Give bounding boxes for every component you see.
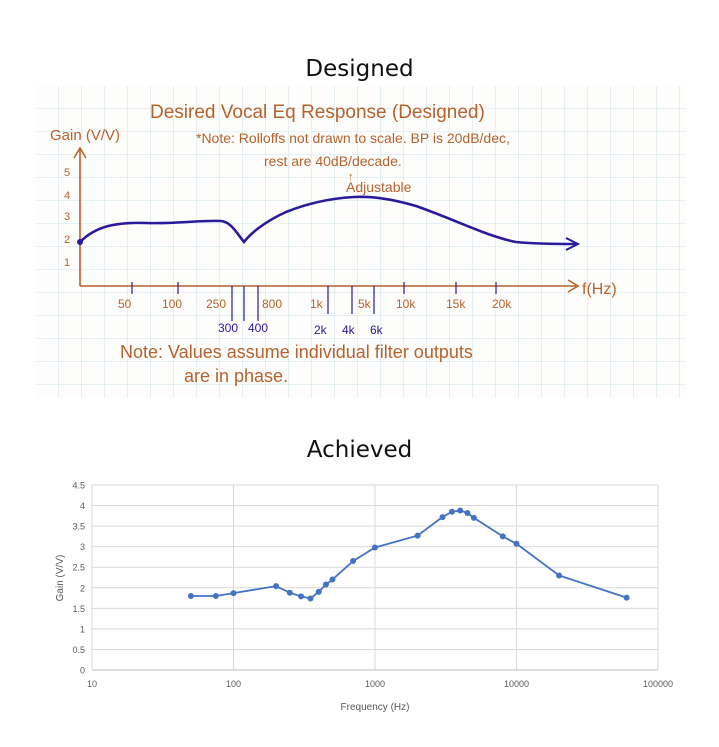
achieved-chart-svg: 0 0.5 1 1.5 2 2.5 3 3.5 4 4.5 10 100 1000 10000 100000…	[55, 481, 673, 714]
designed-sketch: Desired Vocal Eq Response (Designed) *No…	[36, 86, 686, 398]
sketch-y-tick: 2	[64, 234, 70, 246]
chart-series	[187, 507, 630, 602]
designed-sketch-svg: Desired Vocal Eq Response (Designed) *No…	[36, 86, 686, 398]
sketch-y-label: Gain (V/V)	[50, 127, 120, 144]
data-point	[350, 558, 357, 565]
data-point	[470, 514, 477, 521]
data-point	[230, 590, 237, 597]
y-tick-label: 2	[80, 583, 85, 593]
sketch-footnote-line1: Note: Values assume individual filter ou…	[120, 342, 473, 362]
y-tick-label: 0	[80, 666, 85, 676]
achieved-title: Achieved	[306, 437, 413, 463]
y-tick-label: 4	[80, 501, 85, 511]
data-point	[286, 589, 293, 596]
sketch-x-tick: 4k	[342, 323, 356, 337]
paper-grid	[36, 86, 686, 398]
chart-axes: 0 0.5 1 1.5 2 2.5 3 3.5 4 4.5 10 100 1000 10000 100000	[72, 481, 673, 690]
sketch-note-line1: *Note: Rolloffs not drawn to scale. BP i…	[196, 130, 510, 146]
data-point	[298, 593, 305, 600]
sketch-x-tick: 5k	[358, 297, 372, 311]
sketch-x-axis-arrow	[567, 279, 580, 293]
designed-curve-arrow	[565, 237, 581, 251]
y-tick-label: 4.5	[72, 481, 85, 491]
sketch-x-tick: 250	[206, 297, 226, 311]
sketch-x-label: f(Hz)	[582, 281, 617, 298]
sketch-y-tick: 5	[64, 167, 70, 179]
achieved-chart: 0 0.5 1 1.5 2 2.5 3 3.5 4 4.5 10 100 1000 10000 100000…	[36, 474, 676, 724]
y-tick-label: 1.5	[72, 604, 85, 614]
sketch-adjustable-label: Adjustable	[346, 179, 412, 195]
sketch-y-axis-arrow	[73, 146, 87, 159]
sketch-y-tick: 1	[64, 257, 70, 269]
sketch-x-tick: 10k	[396, 297, 416, 311]
sketch-note-line2: rest are 40dB/decade.	[264, 153, 402, 169]
sketch-x-tick: 15k	[446, 297, 466, 311]
data-point	[414, 532, 421, 539]
y-tick-label: 3.5	[72, 522, 85, 532]
data-point	[329, 576, 336, 583]
designed-curve-start	[77, 239, 83, 245]
y-tick-label: 0.5	[72, 645, 85, 655]
designed-title: Designed	[305, 56, 414, 82]
data-point	[499, 533, 506, 540]
sketch-x-tick: 1k	[310, 297, 324, 311]
sketch-x-tickmarks	[131, 282, 497, 321]
data-point	[307, 595, 314, 602]
sketch-adjustable-arrow: ↑	[348, 171, 354, 183]
data-point	[212, 593, 219, 599]
sketch-y-tick: 4	[64, 190, 70, 202]
sketch-x-ticklabels: 50 100 250 800 1k 5k 10k 15k 20k 300 400…	[118, 297, 512, 337]
y-tick-label: 1	[80, 624, 85, 634]
data-point	[439, 514, 446, 521]
sketch-x-tick: 800	[262, 297, 282, 311]
sketch-x-tick: 300	[218, 321, 238, 335]
data-point	[448, 508, 455, 515]
chart-x-axis-label: Frequency (Hz)	[341, 702, 410, 713]
data-point	[372, 544, 378, 551]
sketch-x-tick: 2k	[314, 323, 328, 337]
chart-y-axis-label: Gain (V/V)	[55, 555, 66, 602]
x-tick-label: 1000	[365, 679, 385, 689]
data-point	[273, 583, 280, 590]
x-tick-label: 10000	[504, 679, 529, 689]
designed-response-curve	[78, 195, 578, 246]
sketch-y-ticks: 5 4 3 2 1	[64, 167, 70, 269]
sketch-x-tick: 100	[162, 297, 182, 311]
sketch-x-tick: 20k	[492, 297, 512, 311]
y-tick-label: 3	[80, 542, 85, 552]
sketch-x-tick: 50	[118, 297, 132, 311]
sketch-x-tick: 400	[248, 321, 268, 335]
data-point	[556, 572, 563, 579]
x-tick-label: 100000	[643, 679, 673, 689]
sketch-heading: Desired Vocal Eq Response (Designed)	[150, 102, 485, 123]
data-point	[322, 581, 329, 588]
data-point	[315, 588, 322, 595]
y-tick-label: 2.5	[72, 563, 85, 573]
x-tick-label: 10	[87, 679, 97, 689]
series-line	[190, 509, 627, 600]
sketch-footnote-line2: are in phase.	[184, 366, 288, 386]
data-point	[513, 540, 520, 547]
x-tick-label: 100	[226, 679, 241, 689]
data-point	[623, 594, 630, 601]
sketch-x-tick: 6k	[370, 323, 384, 337]
sketch-y-tick: 3	[64, 211, 70, 223]
chart-grid	[91, 484, 659, 671]
data-point	[457, 507, 464, 514]
data-point	[464, 509, 471, 516]
data-point	[187, 593, 194, 599]
